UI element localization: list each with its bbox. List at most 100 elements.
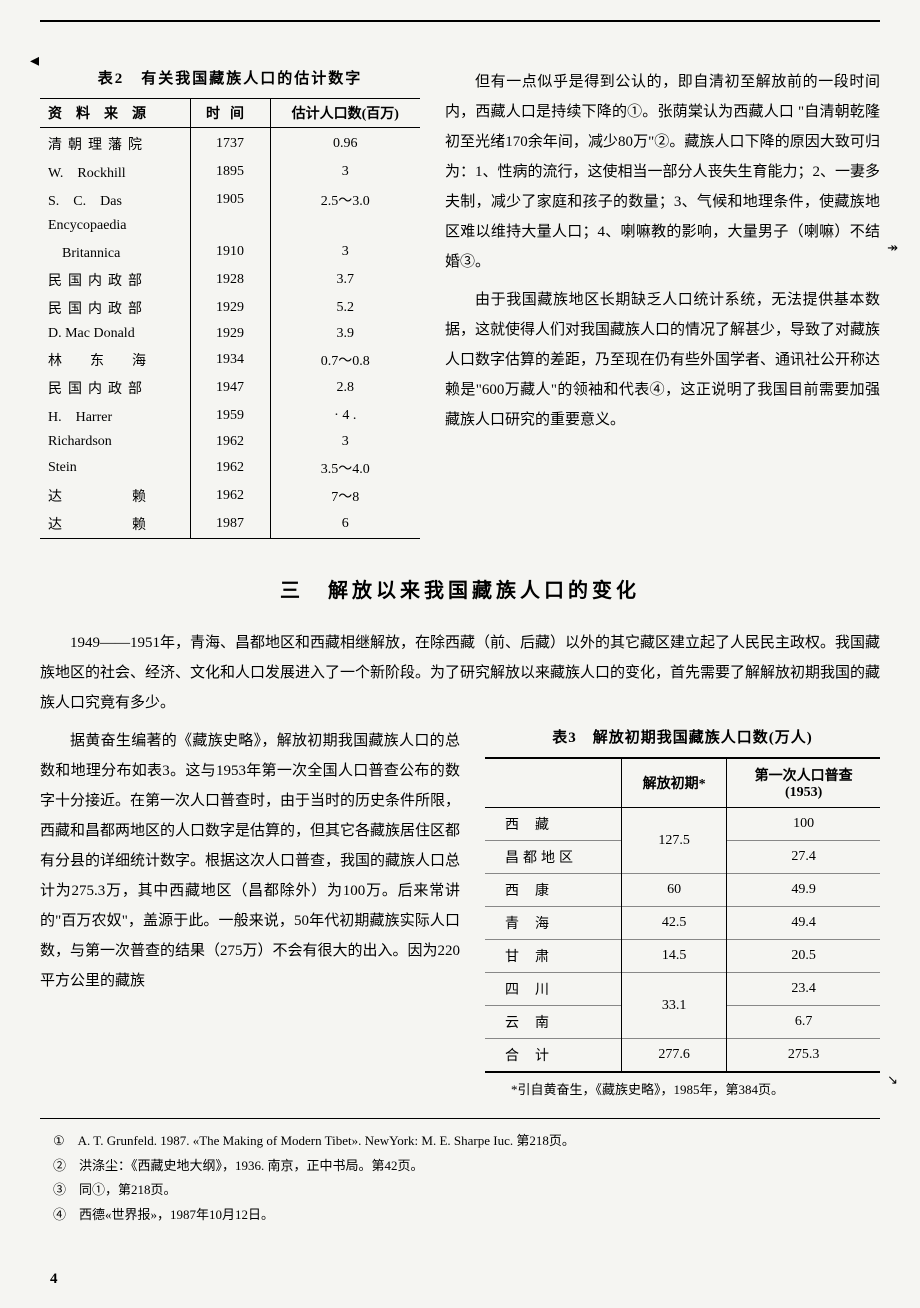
footnotes: ① A. T. Grunfeld. 1987. «The Making of M…	[40, 1118, 880, 1228]
t2-cell-time: 1962	[190, 430, 270, 454]
t3-cell-early: 33.1	[622, 973, 727, 1039]
table-row: 民国内政部19283.7	[40, 266, 420, 294]
t2-cell-est: 3	[270, 238, 420, 266]
t2-cell-source: 达 赖	[40, 510, 190, 539]
t2-cell-est: 2.5～3.0	[270, 186, 420, 214]
table-row: Britannica19103	[40, 238, 420, 266]
t2-cell-time: 1895	[190, 158, 270, 186]
t2-cell-time: 1737	[190, 128, 270, 159]
t3-cell-early: 14.5	[622, 940, 727, 973]
footnote: ④ 西德«世界报»，1987年10月12日。	[40, 1203, 880, 1228]
t2-cell-est: 7～8	[270, 482, 420, 510]
table-row: S. C. Das19052.5～3.0	[40, 186, 420, 214]
t3-cell-census: 275.3	[727, 1039, 880, 1073]
section-3-heading: 三 解放以来我国藏族人口的变化	[40, 574, 880, 603]
t2-cell-source: D. Mac Donald	[40, 322, 190, 346]
table-row: 达 赖19627～8	[40, 482, 420, 510]
footnote: ② 洪涤尘：《西藏史地大纲》，1936. 南京，正中书局。第42页。	[40, 1154, 880, 1179]
t3-h-early: 解放初期*	[622, 758, 727, 808]
table3-wrapper: 表3 解放初期我国藏族人口数(万人) 解放初期* 第一次人口普查 (1953) …	[485, 726, 880, 1098]
margin-marker: ◂	[30, 50, 39, 71]
t2-cell-est	[270, 214, 420, 238]
table2-title: 表2 有关我国藏族人口的估计数字	[40, 67, 420, 88]
table-row: D. Mac Donald19293.9	[40, 322, 420, 346]
t2-cell-est: · 4 .	[270, 402, 420, 430]
upper-right-text: 但有一点似乎是得到公认的，即自清初至解放前的一段时间内，西藏人口是持续下降的①。…	[445, 67, 880, 539]
table-row: 四川33.123.4	[485, 973, 880, 1006]
t2-cell-time: 1962	[190, 482, 270, 510]
lower-left-text: 据黄奋生编著的《藏族史略》，解放初期我国藏族人口的总数和地理分布如表3。这与19…	[40, 726, 460, 1098]
t3-cell-region: 四川	[485, 973, 622, 1006]
t3-cell-region: 云南	[485, 1006, 622, 1039]
t3-cell-region: 西康	[485, 874, 622, 907]
t3-cell-early: 42.5	[622, 907, 727, 940]
table-row: W. Rockhill18953	[40, 158, 420, 186]
t2-cell-source: W. Rockhill	[40, 158, 190, 186]
top-rule	[40, 20, 880, 22]
t3-cell-early: 60	[622, 874, 727, 907]
t3-cell-region: 甘肃	[485, 940, 622, 973]
t2-cell-est: 2.8	[270, 374, 420, 402]
t2-cell-source: 民国内政部	[40, 266, 190, 294]
table3-note: *引自黄奋生，《藏族史略》，1985年，第384页。	[485, 1079, 880, 1098]
table-row: 合计277.6275.3	[485, 1039, 880, 1073]
t2-h-source: 资料来源	[40, 99, 190, 128]
table3-title: 表3 解放初期我国藏族人口数(万人)	[485, 726, 880, 747]
t3-cell-census: 49.4	[727, 907, 880, 940]
table2-wrapper: 表2 有关我国藏族人口的估计数字 资料来源 时间 估计人口数(百万) 清朝理藩院…	[40, 67, 420, 539]
t2-cell-est: 3	[270, 158, 420, 186]
lower-left-para: 据黄奋生编著的《藏族史略》，解放初期我国藏族人口的总数和地理分布如表3。这与19…	[40, 726, 460, 996]
table-row: 清朝理藩院17370.96	[40, 128, 420, 159]
t2-cell-est: 5.2	[270, 294, 420, 322]
t3-cell-early: 127.5	[622, 808, 727, 874]
t2-cell-source: S. C. Das	[40, 186, 190, 214]
footnote: ① A. T. Grunfeld. 1987. «The Making of M…	[40, 1129, 880, 1154]
t2-cell-source: Britannica	[40, 238, 190, 266]
page-number: 4	[50, 1271, 58, 1288]
table-row: 西藏127.5100	[485, 808, 880, 841]
t2-cell-time	[190, 214, 270, 238]
table-row: Richardson19623	[40, 430, 420, 454]
table-row: 林 东 海19340.7～0.8	[40, 346, 420, 374]
table2: 资料来源 时间 估计人口数(百万) 清朝理藩院17370.96W. Rockhi…	[40, 98, 420, 539]
t3-cell-census: 49.9	[727, 874, 880, 907]
margin-glyph-right-1: ↠	[887, 240, 898, 256]
table-row: 达 赖19876	[40, 510, 420, 539]
t2-cell-source: 达 赖	[40, 482, 190, 510]
t3-cell-region: 昌都地区	[485, 841, 622, 874]
t2-cell-source: Stein	[40, 454, 190, 482]
table-row: 甘肃14.520.5	[485, 940, 880, 973]
t2-cell-time: 1929	[190, 294, 270, 322]
t2-cell-time: 1929	[190, 322, 270, 346]
t2-cell-time: 1934	[190, 346, 270, 374]
t2-h-time: 时间	[190, 99, 270, 128]
t2-cell-est: 0.7～0.8	[270, 346, 420, 374]
table-row: Encycopaedia	[40, 214, 420, 238]
para-r1: 但有一点似乎是得到公认的，即自清初至解放前的一段时间内，西藏人口是持续下降的①。…	[445, 67, 880, 277]
table-row: 青海42.549.4	[485, 907, 880, 940]
t3-cell-census: 6.7	[727, 1006, 880, 1039]
t3-cell-census: 23.4	[727, 973, 880, 1006]
t3-cell-region: 青海	[485, 907, 622, 940]
t2-cell-time: 1905	[190, 186, 270, 214]
table-row: 西康6049.9	[485, 874, 880, 907]
t2-cell-est: 6	[270, 510, 420, 539]
t3-cell-census: 20.5	[727, 940, 880, 973]
t3-cell-early: 277.6	[622, 1039, 727, 1073]
lower-two-column: 据黄奋生编著的《藏族史略》，解放初期我国藏族人口的总数和地理分布如表3。这与19…	[40, 726, 880, 1098]
t2-cell-source: 民国内政部	[40, 374, 190, 402]
t3-h-blank	[485, 758, 622, 808]
table-row: Stein19623.5～4.0	[40, 454, 420, 482]
t2-cell-est: 3.9	[270, 322, 420, 346]
t2-cell-source: Encycopaedia	[40, 214, 190, 238]
mid-para: 1949——1951年，青海、昌都地区和西藏相继解放，在除西藏（前、后藏）以外的…	[40, 628, 880, 718]
t2-cell-source: 清朝理藩院	[40, 128, 190, 159]
t3-cell-region: 合计	[485, 1039, 622, 1073]
t2-cell-source: 民国内政部	[40, 294, 190, 322]
t2-cell-est: 0.96	[270, 128, 420, 159]
para-r2: 由于我国藏族地区长期缺乏人口统计系统，无法提供基本数据，这就使得人们对我国藏族人…	[445, 285, 880, 435]
t2-cell-est: 3.5～4.0	[270, 454, 420, 482]
t2-cell-time: 1987	[190, 510, 270, 539]
t2-cell-time: 1962	[190, 454, 270, 482]
footnote: ③ 同①，第218页。	[40, 1178, 880, 1203]
